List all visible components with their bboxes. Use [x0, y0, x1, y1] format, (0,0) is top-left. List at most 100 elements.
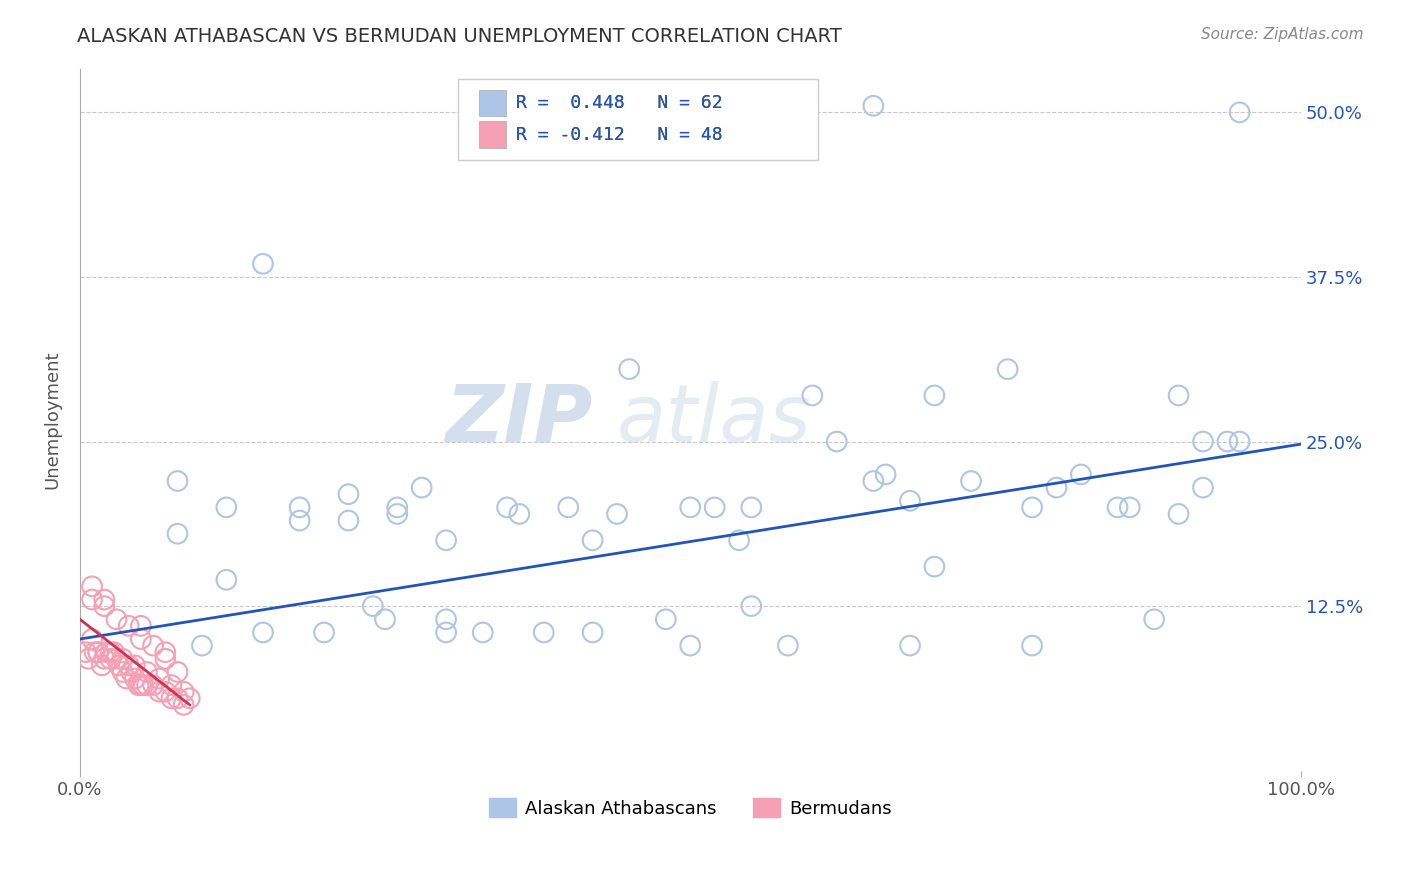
- Point: [776, 639, 799, 653]
- Point: [166, 526, 188, 541]
- Point: [87, 645, 110, 659]
- Point: [93, 599, 115, 613]
- Point: [924, 388, 946, 402]
- Text: Source: ZipAtlas.com: Source: ZipAtlas.com: [1201, 27, 1364, 42]
- Text: atlas: atlas: [617, 381, 811, 458]
- Point: [1107, 500, 1129, 515]
- Point: [115, 672, 138, 686]
- Point: [166, 474, 188, 488]
- Point: [1070, 467, 1092, 482]
- Point: [361, 599, 384, 613]
- Point: [252, 257, 274, 271]
- Point: [862, 99, 884, 113]
- Point: [105, 612, 128, 626]
- Bar: [479, 121, 506, 148]
- Point: [898, 639, 921, 653]
- Point: [132, 678, 155, 692]
- Point: [100, 652, 122, 666]
- Point: [77, 652, 100, 666]
- Point: [1045, 481, 1067, 495]
- Point: [83, 645, 105, 659]
- Point: [581, 625, 603, 640]
- Point: [1167, 388, 1189, 402]
- Point: [898, 493, 921, 508]
- Point: [148, 672, 170, 686]
- Point: [120, 665, 142, 679]
- Point: [862, 474, 884, 488]
- Point: [619, 362, 641, 376]
- Point: [1119, 500, 1142, 515]
- Point: [80, 579, 103, 593]
- Point: [136, 665, 159, 679]
- Point: [191, 639, 214, 653]
- Point: [411, 481, 433, 495]
- Point: [124, 672, 146, 686]
- Point: [166, 691, 188, 706]
- Point: [679, 500, 702, 515]
- Point: [179, 691, 201, 706]
- Point: [155, 645, 177, 659]
- Point: [173, 698, 195, 712]
- Point: [111, 652, 134, 666]
- Point: [75, 645, 97, 659]
- Point: [93, 592, 115, 607]
- Point: [288, 514, 311, 528]
- Point: [1021, 639, 1043, 653]
- Point: [740, 500, 762, 515]
- Point: [118, 619, 141, 633]
- Point: [129, 632, 152, 646]
- FancyBboxPatch shape: [458, 79, 818, 160]
- Point: [679, 639, 702, 653]
- Point: [606, 507, 628, 521]
- Point: [108, 658, 131, 673]
- Point: [100, 645, 122, 659]
- Text: R = -0.412   N = 48: R = -0.412 N = 48: [516, 126, 723, 144]
- Point: [434, 625, 457, 640]
- Text: R =  0.448   N = 62: R = 0.448 N = 62: [516, 94, 723, 112]
- Point: [288, 500, 311, 515]
- Point: [337, 487, 360, 501]
- Point: [387, 500, 409, 515]
- Point: [508, 507, 530, 521]
- Point: [111, 665, 134, 679]
- Point: [1229, 434, 1251, 449]
- Legend: Alaskan Athabascans, Bermudans: Alaskan Athabascans, Bermudans: [482, 791, 898, 825]
- Point: [471, 625, 494, 640]
- Point: [387, 507, 409, 521]
- Point: [103, 645, 125, 659]
- Point: [215, 573, 238, 587]
- Point: [312, 625, 335, 640]
- Point: [1192, 481, 1215, 495]
- Point: [655, 612, 678, 626]
- Point: [1229, 105, 1251, 120]
- Point: [127, 678, 149, 692]
- Point: [173, 684, 195, 698]
- Point: [90, 658, 112, 673]
- Point: [160, 691, 183, 706]
- Point: [129, 678, 152, 692]
- Point: [960, 474, 983, 488]
- Point: [1192, 434, 1215, 449]
- Point: [155, 652, 177, 666]
- Text: ZIP: ZIP: [446, 381, 592, 458]
- Point: [703, 500, 725, 515]
- Point: [581, 533, 603, 548]
- Point: [533, 625, 555, 640]
- Text: R =  0.448   N = 62: R = 0.448 N = 62: [516, 94, 723, 112]
- Point: [337, 514, 360, 528]
- Point: [215, 500, 238, 515]
- Point: [118, 658, 141, 673]
- Point: [136, 678, 159, 692]
- Point: [825, 434, 848, 449]
- Point: [1143, 612, 1166, 626]
- Point: [80, 632, 103, 646]
- Y-axis label: Unemployment: Unemployment: [44, 351, 60, 489]
- Point: [148, 684, 170, 698]
- Point: [557, 500, 579, 515]
- Point: [875, 467, 897, 482]
- Point: [166, 665, 188, 679]
- Point: [434, 612, 457, 626]
- Point: [1167, 507, 1189, 521]
- Point: [80, 592, 103, 607]
- Point: [142, 639, 165, 653]
